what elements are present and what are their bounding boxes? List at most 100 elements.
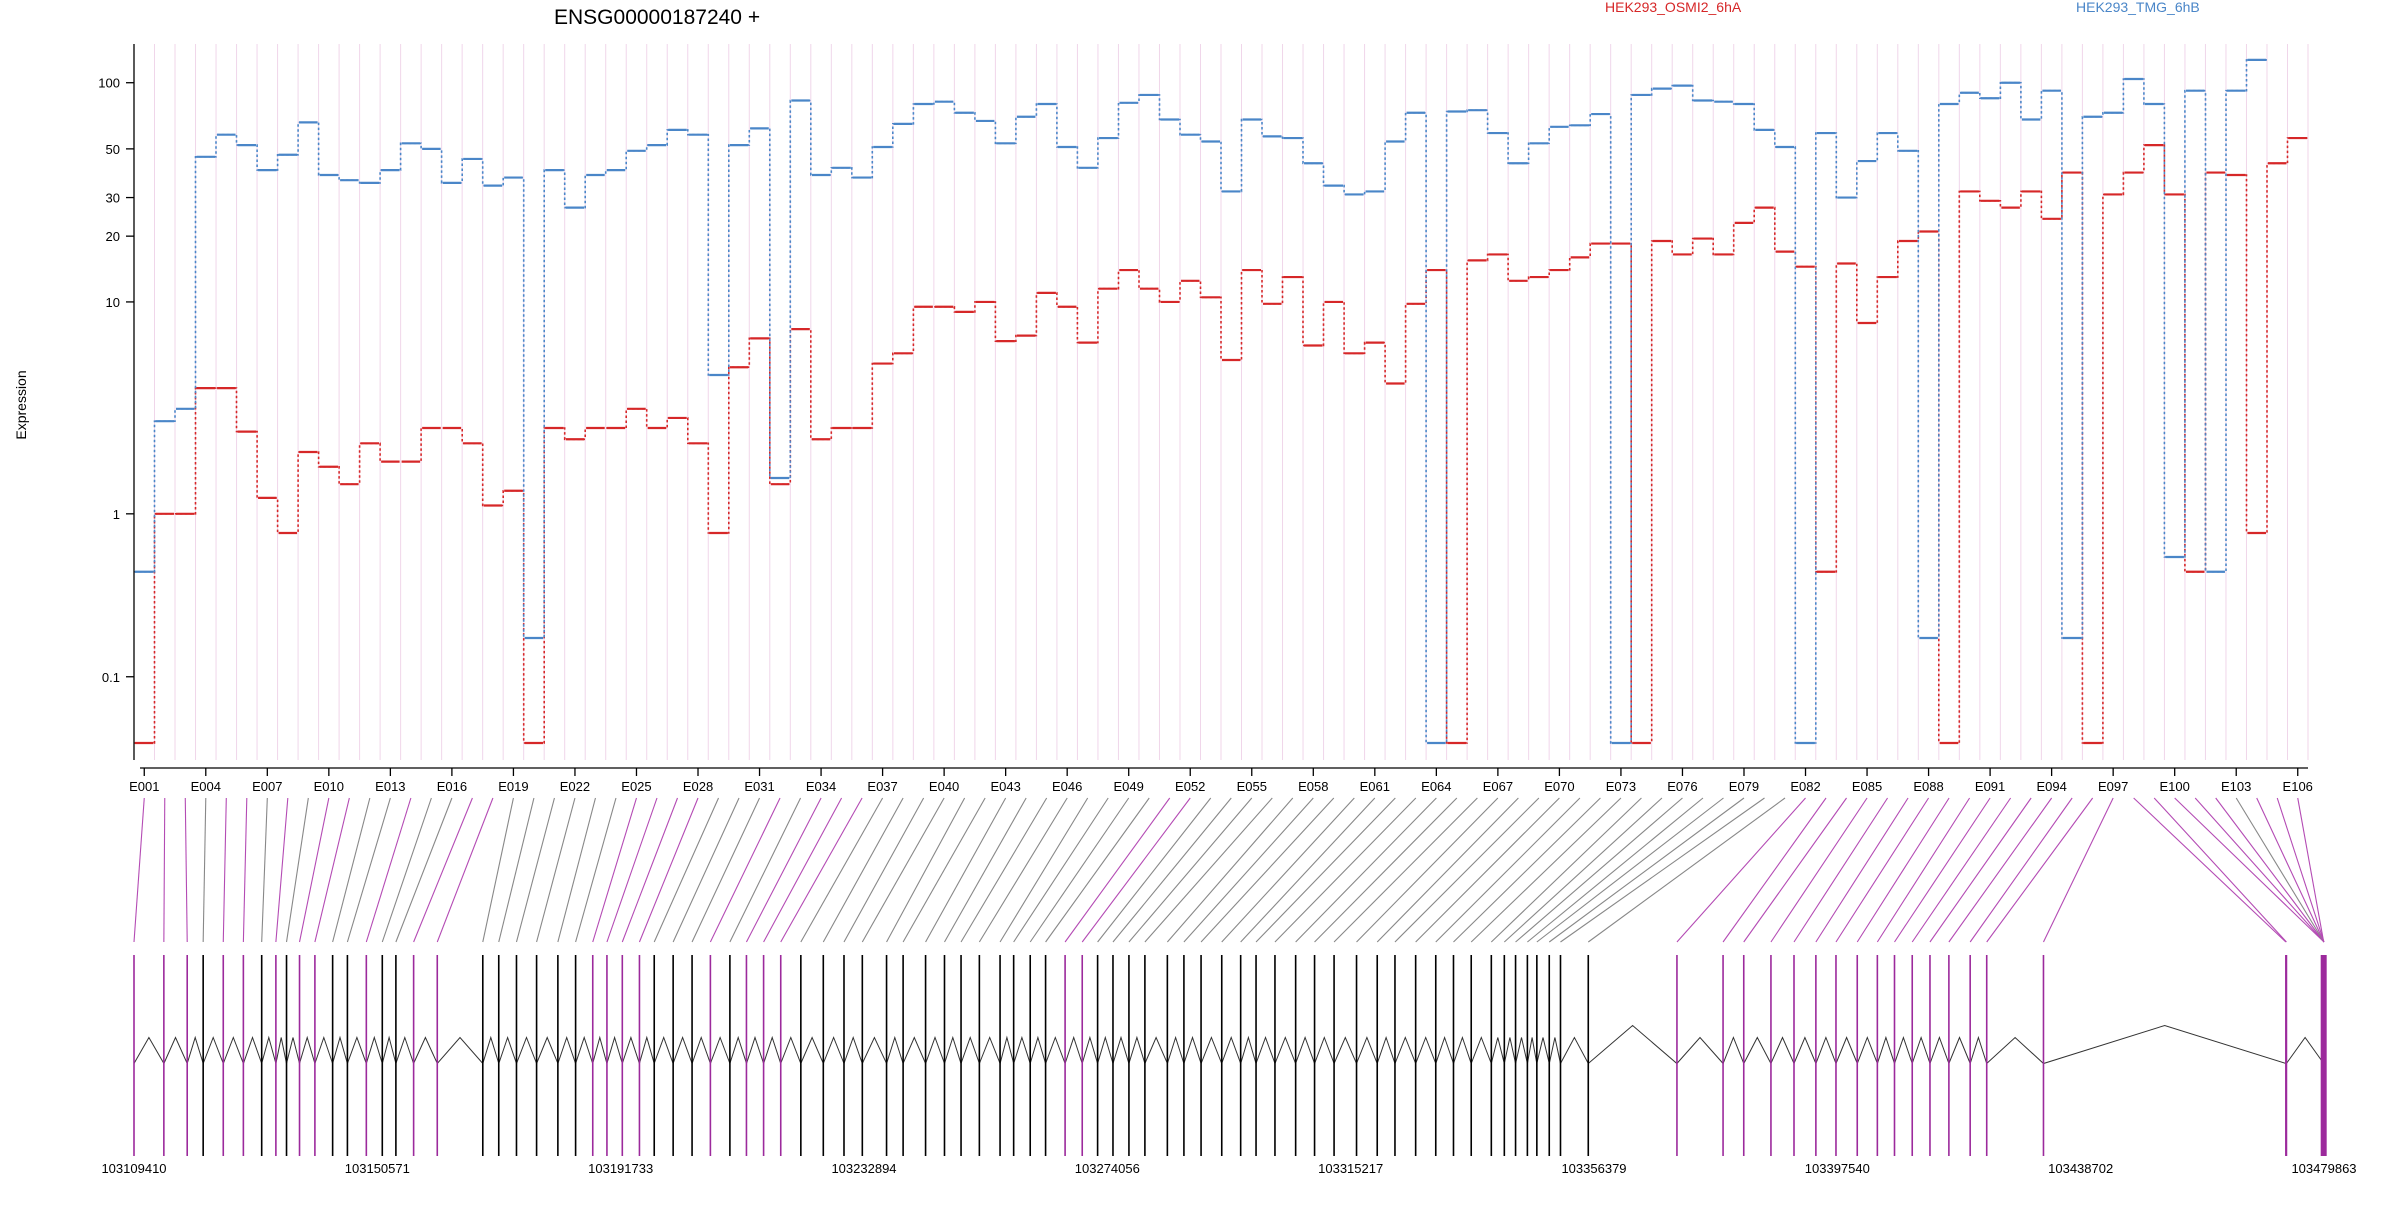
x-tick-label: E067 — [1483, 779, 1513, 794]
exon-bar — [481, 955, 484, 1156]
exon-bar — [943, 955, 946, 1156]
exon-connector — [902, 797, 986, 943]
exon-bar — [1128, 955, 1130, 1156]
exon-connector — [222, 797, 227, 943]
x-tick-label: E076 — [1667, 779, 1697, 794]
exon-bar — [729, 955, 731, 1156]
exon-bar — [1856, 955, 1859, 1156]
exon-connector — [1013, 797, 1109, 943]
x-tick-label: E097 — [2098, 779, 2128, 794]
exon-connector — [1876, 797, 1971, 943]
exon-connector — [436, 797, 494, 943]
exon-bar — [1255, 955, 1257, 1156]
exon-connector — [978, 797, 1068, 943]
exon-bar — [1144, 955, 1146, 1156]
exon-bar — [1200, 955, 1202, 1156]
exon-bar — [314, 955, 316, 1156]
exon-bar — [779, 955, 782, 1156]
exon-bar — [1394, 955, 1396, 1156]
exon-connector — [1793, 797, 1889, 943]
x-tick-label: E052 — [1175, 779, 1205, 794]
exon-bar — [535, 955, 538, 1156]
exon-bar — [822, 955, 825, 1156]
genome-coordinate-label: 103438702 — [2048, 1161, 2113, 1176]
genome-coordinate-label: 103274056 — [1075, 1161, 1140, 1176]
x-tick-label: E037 — [867, 779, 897, 794]
x-tick-label: E046 — [1052, 779, 1082, 794]
exon-connector — [202, 797, 207, 943]
x-tick-label: E082 — [1790, 779, 1820, 794]
exon-connector — [2174, 797, 2325, 943]
exon-connector — [672, 797, 740, 943]
exon-bar — [1470, 955, 1473, 1156]
exon-connector — [482, 797, 514, 943]
exon-bar — [1526, 955, 1529, 1156]
exon-connector — [242, 797, 248, 943]
x-tick-label: E016 — [437, 779, 467, 794]
exon-bar — [672, 955, 674, 1156]
exon-connector — [1548, 797, 1745, 943]
x-tick-label: E013 — [375, 779, 405, 794]
exon-connector — [1356, 797, 1499, 943]
exon-connector — [691, 797, 761, 943]
exon-bar — [436, 955, 439, 1156]
x-tick-label: E064 — [1421, 779, 1451, 794]
exon-connector — [1097, 797, 1212, 943]
exon-bar — [2320, 955, 2327, 1156]
gene-model: 103109410 103150571 103191733 103232894 1032… — [101, 955, 2357, 1176]
y-tick-label: 30 — [106, 191, 120, 206]
x-tick-label: E094 — [2036, 779, 2066, 794]
x-tick-label: E043 — [990, 779, 1020, 794]
exon-connector — [2256, 797, 2325, 943]
exon-bar — [1559, 955, 1562, 1156]
exon-bar — [1096, 955, 1099, 1156]
x-tick-label: E004 — [191, 779, 221, 794]
exon-bar — [1012, 955, 1015, 1156]
exon-connector — [822, 797, 904, 943]
exon-connector — [346, 797, 391, 943]
exon-connector — [275, 797, 289, 943]
grid-lines — [133, 44, 2309, 760]
x-tick-label: E079 — [1729, 779, 1759, 794]
exon-bar — [1948, 955, 1950, 1156]
exon-connector — [1503, 797, 1663, 943]
exon-connector — [843, 797, 925, 943]
exon-connector — [365, 797, 412, 943]
exon-bar — [800, 955, 802, 1156]
exon-bar — [1835, 955, 1837, 1156]
exon-connector — [1929, 797, 2032, 943]
exon-bar — [1587, 955, 1590, 1156]
x-tick-label: E085 — [1852, 779, 1882, 794]
exon-connector — [1314, 797, 1458, 943]
exon-connector — [729, 797, 802, 943]
exon-connector — [1856, 797, 1950, 943]
x-tick-label: E028 — [683, 779, 713, 794]
exon-connector — [999, 797, 1089, 943]
y-tick-label: 50 — [106, 142, 120, 157]
exon-connector — [1415, 797, 1560, 943]
exon-bar — [1081, 955, 1084, 1156]
exon-bar — [1536, 955, 1538, 1156]
x-tick-label: E106 — [2283, 779, 2313, 794]
exon-connector — [1722, 797, 1827, 943]
exon-connector — [653, 797, 720, 943]
exon-connector — [1394, 797, 1540, 943]
x-tick-label: E040 — [929, 779, 959, 794]
y-tick-label: 0.1 — [102, 670, 120, 685]
exon-bar — [621, 955, 624, 1156]
exon-connector-lines — [133, 797, 2325, 943]
exon-connector — [298, 797, 330, 943]
genome-coordinate-label: 103356379 — [1561, 1161, 1626, 1176]
exon-connector — [2153, 797, 2287, 943]
exon-bar — [843, 955, 845, 1156]
x-tick-label: E088 — [1913, 779, 1943, 794]
exon-connector — [1274, 797, 1417, 943]
exon-connector — [621, 797, 679, 943]
exon-bar — [1793, 955, 1795, 1156]
exon-connector — [1490, 797, 1642, 943]
x-tick-label: E061 — [1360, 779, 1390, 794]
genome-coordinate-label: 103479863 — [2291, 1161, 2356, 1176]
exon-connector — [2194, 797, 2325, 943]
exon-connector — [780, 797, 863, 943]
